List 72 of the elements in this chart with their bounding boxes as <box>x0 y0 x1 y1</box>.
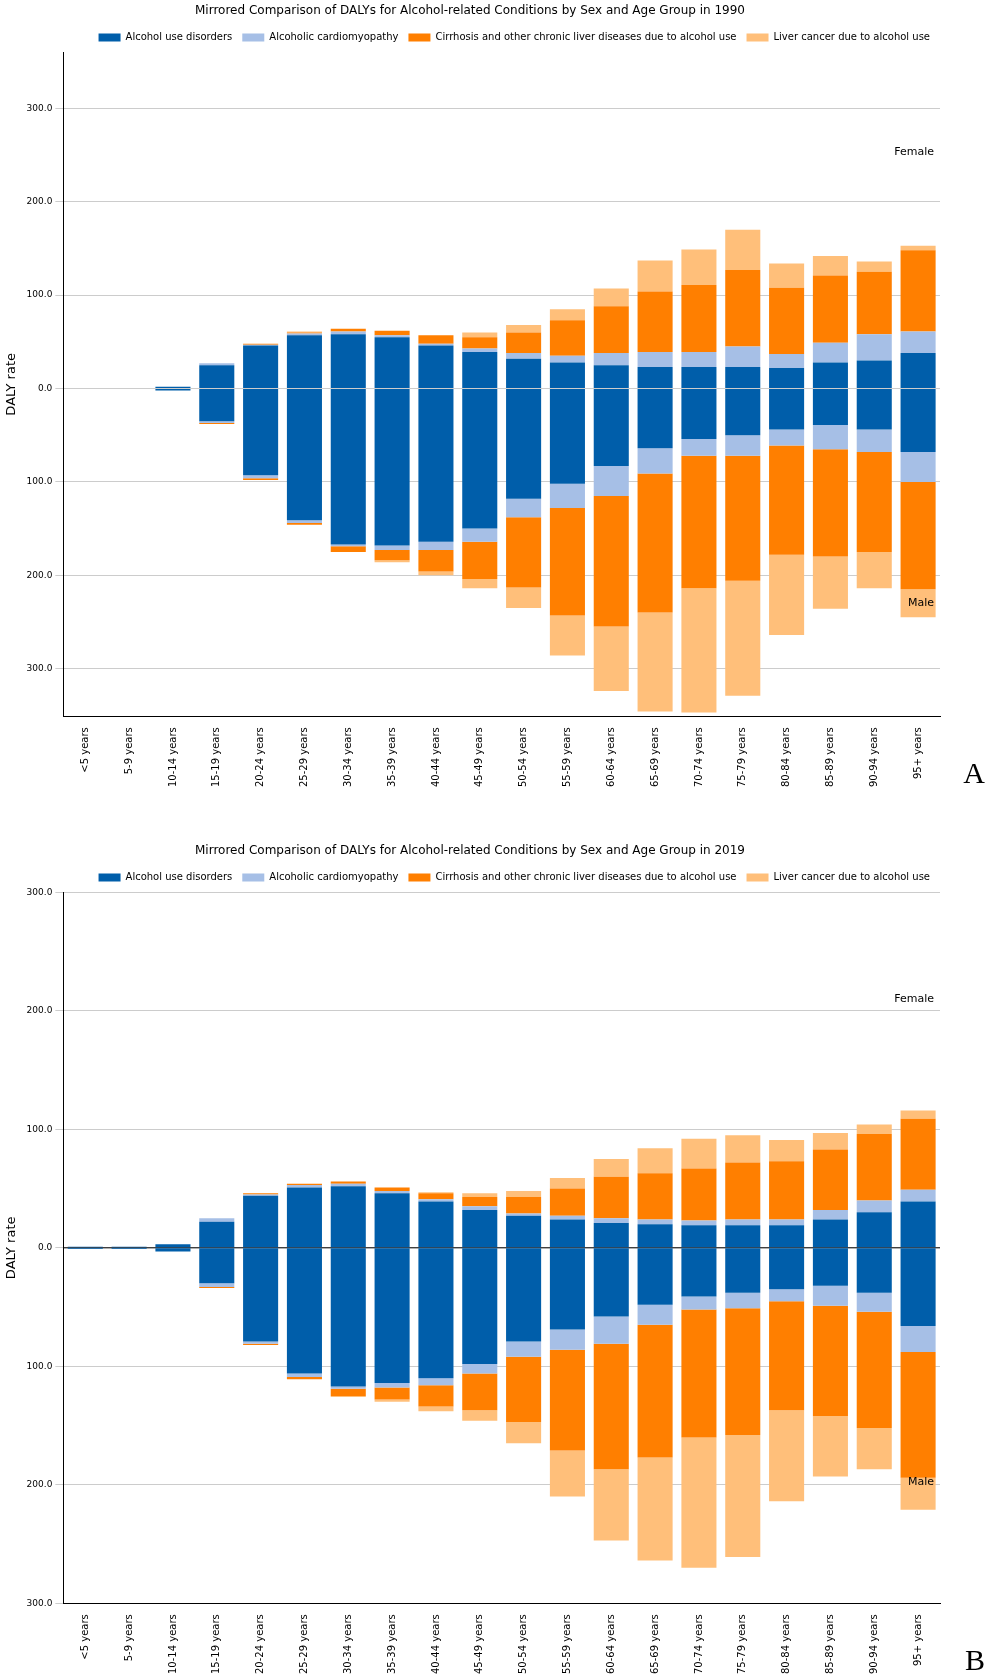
x-tick-label: 25-29 years <box>298 727 310 788</box>
x-tick-label: 40-44 years <box>429 1614 441 1675</box>
x-tick-label: 30-34 years <box>341 727 353 788</box>
y-tick-label: 0.0 <box>38 1242 53 1253</box>
y-tick-label: 100.0 <box>26 476 53 487</box>
y-axis-title: DALY rate <box>3 1216 19 1280</box>
y-tick-label: 300.0 <box>26 102 53 113</box>
x-tick-label: 95+ years <box>911 727 923 780</box>
annotation: Male <box>907 596 935 610</box>
x-tick-label: 80-84 years <box>780 1614 792 1675</box>
x-tick-label: 85-89 years <box>824 1614 836 1675</box>
x-tick-label: 5-9 years <box>122 1614 134 1662</box>
x-tick-label: 40-44 years <box>429 727 441 788</box>
y-tick-label: 0.0 <box>38 382 53 393</box>
y-tick-label: 100.0 <box>26 289 53 300</box>
legend-label: Alcohol use disorders <box>125 870 233 882</box>
chart-title: Mirrored Comparison of DALYs for Alcohol-related Conditions by Sex and Age Group in 1990 <box>195 3 745 18</box>
x-tick-label: 30-34 years <box>341 1614 353 1675</box>
x-tick-label: 15-19 years <box>210 727 222 788</box>
legend-label: Alcohol use disorders <box>125 30 233 42</box>
x-tick-label: 60-64 years <box>604 1614 616 1675</box>
x-tick-label: 60-64 years <box>604 727 616 788</box>
x-tick-label: 80-84 years <box>780 727 792 788</box>
x-tick-label: 50-54 years <box>517 727 529 788</box>
x-tick-label: 20-24 years <box>254 727 266 788</box>
y-tick-label: 200.0 <box>26 1479 53 1490</box>
x-tick-label: 70-74 years <box>692 727 704 788</box>
text: B <box>964 1643 985 1677</box>
x-tick-label: 55-59 years <box>561 727 573 788</box>
y-tick-label: 200.0 <box>26 196 53 207</box>
legend-label: Alcoholic cardiomyopathy <box>269 30 399 42</box>
y-tick-label: 200.0 <box>26 1005 53 1016</box>
x-tick-label: 75-79 years <box>736 1614 748 1675</box>
x-tick-label: 20-24 years <box>254 1614 266 1675</box>
x-tick-label: 55-59 years <box>561 1614 573 1675</box>
x-tick-label: 95+ years <box>911 1614 923 1667</box>
y-tick-label: 100.0 <box>26 1123 53 1134</box>
x-tick-label: 85-89 years <box>824 727 836 788</box>
x-tick-label: 25-29 years <box>298 1614 310 1675</box>
x-tick-label: <5 years <box>78 1614 90 1660</box>
x-tick-label: 75-79 years <box>736 727 748 788</box>
x-tick-label: 70-74 years <box>692 1614 704 1675</box>
y-tick-label: 100.0 <box>26 1360 53 1371</box>
x-tick-label: 45-49 years <box>473 1614 485 1675</box>
y-tick-label: 300.0 <box>26 662 53 673</box>
x-tick-label: 90-94 years <box>867 727 879 788</box>
x-tick-label: 65-69 years <box>648 727 660 788</box>
legend-label: Liver cancer due to alcohol use <box>773 870 930 882</box>
annotation: Female <box>894 991 935 1005</box>
legend-label: Cirrhosis and other chronic liver diseases due to alcohol use <box>435 870 737 882</box>
legend-label: Liver cancer due to alcohol use <box>773 30 930 42</box>
y-axis-title: DALY rate <box>3 352 19 416</box>
annotation: Male <box>907 1475 935 1489</box>
text: A <box>963 756 985 790</box>
chart-title: Mirrored Comparison of DALYs for Alcohol-related Conditions by Sex and Age Group in 2019 <box>195 843 745 858</box>
x-tick-label: 35-39 years <box>385 727 397 788</box>
x-tick-label: 45-49 years <box>473 727 485 788</box>
annotation: Female <box>894 144 935 158</box>
x-tick-label: 15-19 years <box>210 1614 222 1675</box>
y-tick-label: 300.0 <box>26 1597 53 1608</box>
x-tick-label: 65-69 years <box>648 1614 660 1675</box>
x-tick-label: 5-9 years <box>122 727 134 775</box>
y-tick-label: 300.0 <box>26 886 53 897</box>
x-tick-label: 35-39 years <box>385 1614 397 1675</box>
x-tick-label: 50-54 years <box>517 1614 529 1675</box>
y-tick-label: 200.0 <box>26 569 53 580</box>
x-tick-label: 10-14 years <box>166 727 178 788</box>
x-tick-label: 90-94 years <box>867 1614 879 1675</box>
x-tick-label: 10-14 years <box>166 1614 178 1675</box>
legend-label: Alcoholic cardiomyopathy <box>269 870 399 882</box>
legend-label: Cirrhosis and other chronic liver diseases due to alcohol use <box>435 30 737 42</box>
x-tick-label: <5 years <box>78 727 90 773</box>
